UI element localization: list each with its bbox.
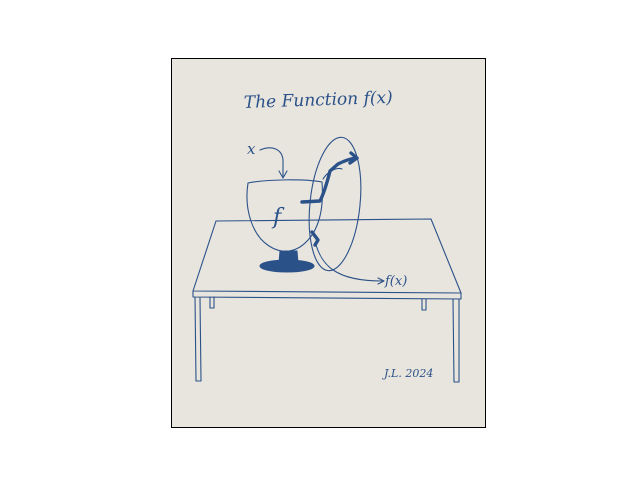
crank-knob xyxy=(348,151,359,165)
table-leg-back-right xyxy=(421,298,427,311)
crank-arc xyxy=(322,167,343,180)
output-arrow xyxy=(315,244,383,282)
crank-handle xyxy=(300,156,358,204)
machine-base xyxy=(259,259,315,273)
output-label: f(x) xyxy=(384,274,407,289)
drawing-title: The Function f(x) xyxy=(243,88,393,113)
machine-bowl xyxy=(246,179,323,252)
table-leg-back-left xyxy=(209,296,215,309)
function-machine-sketch: The Function f(x) x f f(x) J.L. 2024 xyxy=(192,88,462,383)
table-edge xyxy=(192,290,462,300)
table-leg-front-right xyxy=(452,298,460,383)
sketch-panel: The Function f(x) x f f(x) J.L. 2024 xyxy=(171,58,486,428)
output-arrow-head xyxy=(377,277,385,285)
machine-label: f xyxy=(271,205,285,230)
table-top xyxy=(192,218,462,294)
signature: J.L. 2024 xyxy=(382,367,433,380)
crank-wheel xyxy=(308,136,362,272)
input-arrow-head xyxy=(278,170,288,179)
input-arrow xyxy=(259,147,284,177)
table-leg-front-left xyxy=(194,296,202,382)
input-label: x xyxy=(247,140,256,158)
output-spout xyxy=(310,230,320,247)
